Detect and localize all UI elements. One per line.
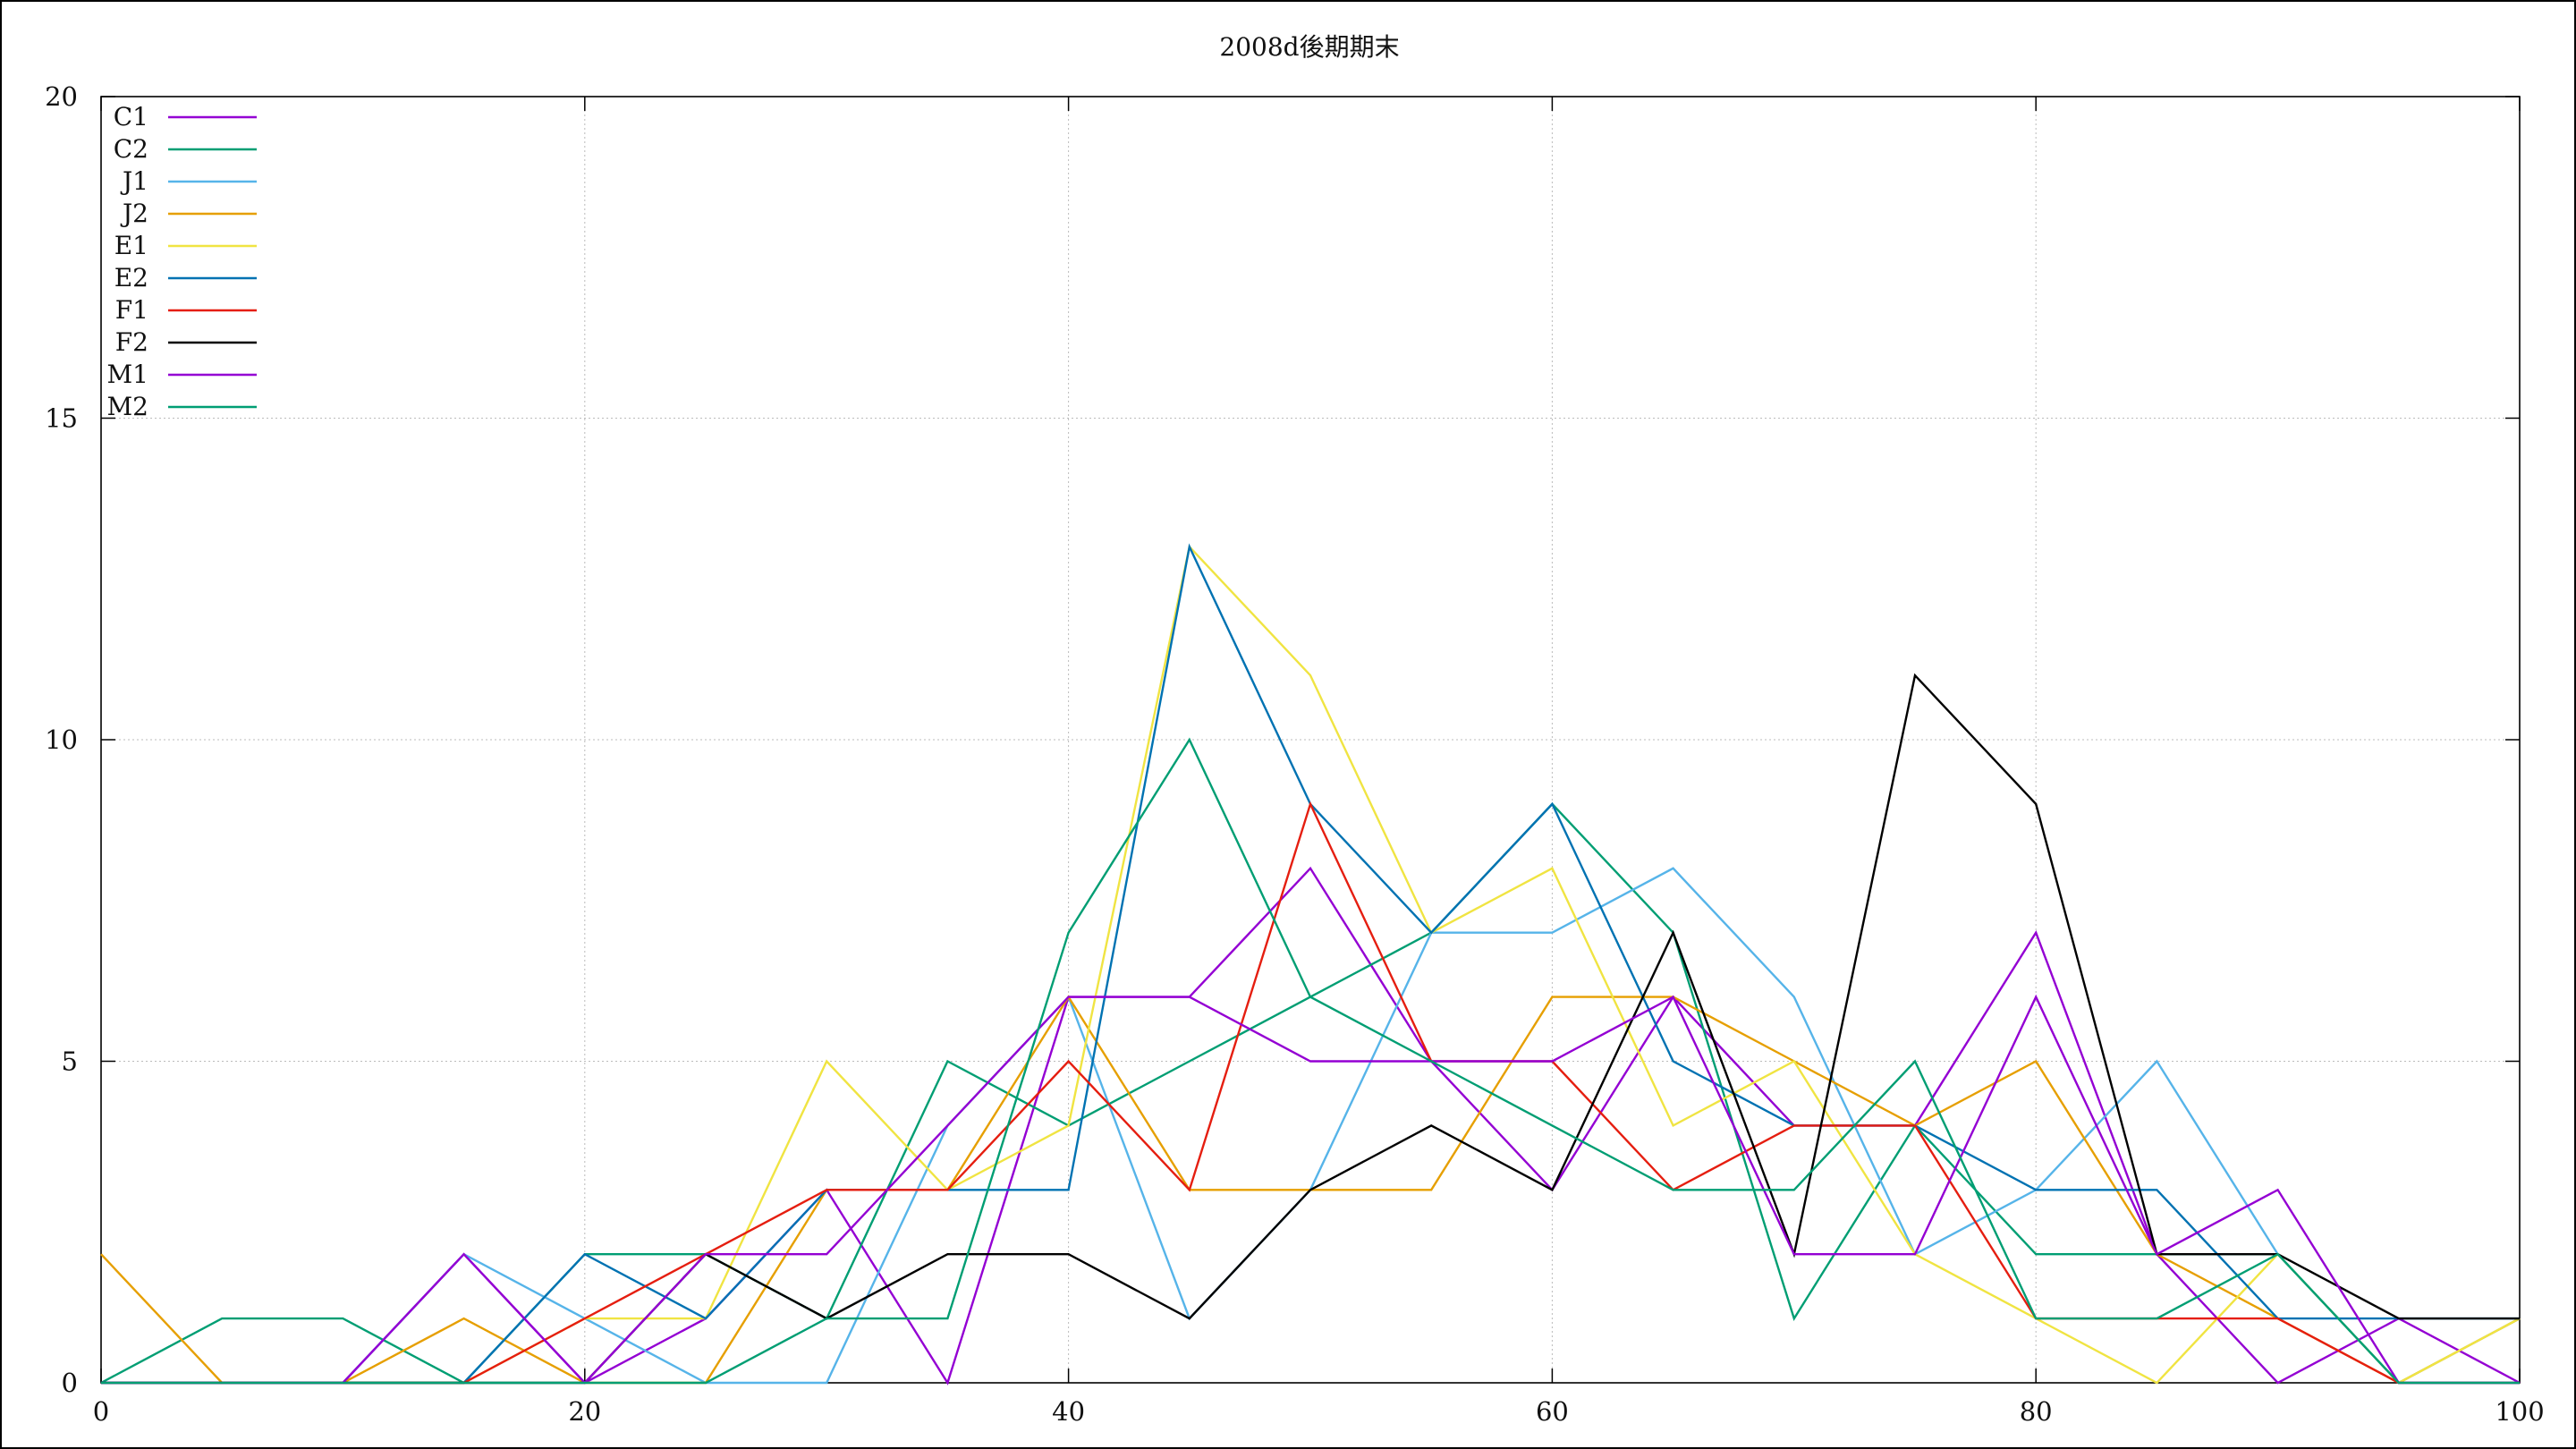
y-tick-label: 15 — [45, 403, 78, 434]
axis-ticks: 0 5 10 15 20 0 20 40 60 80 100 — [45, 81, 2545, 1427]
y-tick-label: 20 — [45, 81, 78, 112]
x-tick-label: 0 — [93, 1396, 109, 1427]
legend-label-j1: J1 — [120, 166, 148, 196]
legend-label-m2: M2 — [107, 392, 148, 421]
legend-label-f2: F2 — [115, 327, 148, 357]
x-tick-label: 20 — [568, 1396, 601, 1427]
legend-label-c1: C1 — [114, 102, 148, 131]
y-tick-label: 0 — [62, 1368, 78, 1398]
legend-label-e1: E1 — [114, 231, 148, 260]
y-tick-label: 10 — [45, 724, 78, 755]
legend-label-f1: F1 — [115, 295, 148, 325]
chart-title: 2008d後期期末 — [1219, 32, 1399, 62]
x-tick-label: 60 — [1536, 1396, 1569, 1427]
series-line-m2 — [101, 737, 2520, 1385]
x-tick-label: 100 — [2495, 1396, 2544, 1427]
legend-label-j2: J2 — [120, 199, 148, 228]
series-group — [100, 543, 2521, 1385]
legend-label-e2: E2 — [114, 263, 148, 292]
y-tick-label: 5 — [62, 1046, 78, 1077]
legend-label-c2: C2 — [114, 134, 148, 164]
x-tick-label: 80 — [2020, 1396, 2053, 1427]
series-line-m1 — [101, 994, 2520, 1385]
legend-label-m1: M1 — [107, 360, 148, 389]
x-tick-label: 40 — [1052, 1396, 1085, 1427]
